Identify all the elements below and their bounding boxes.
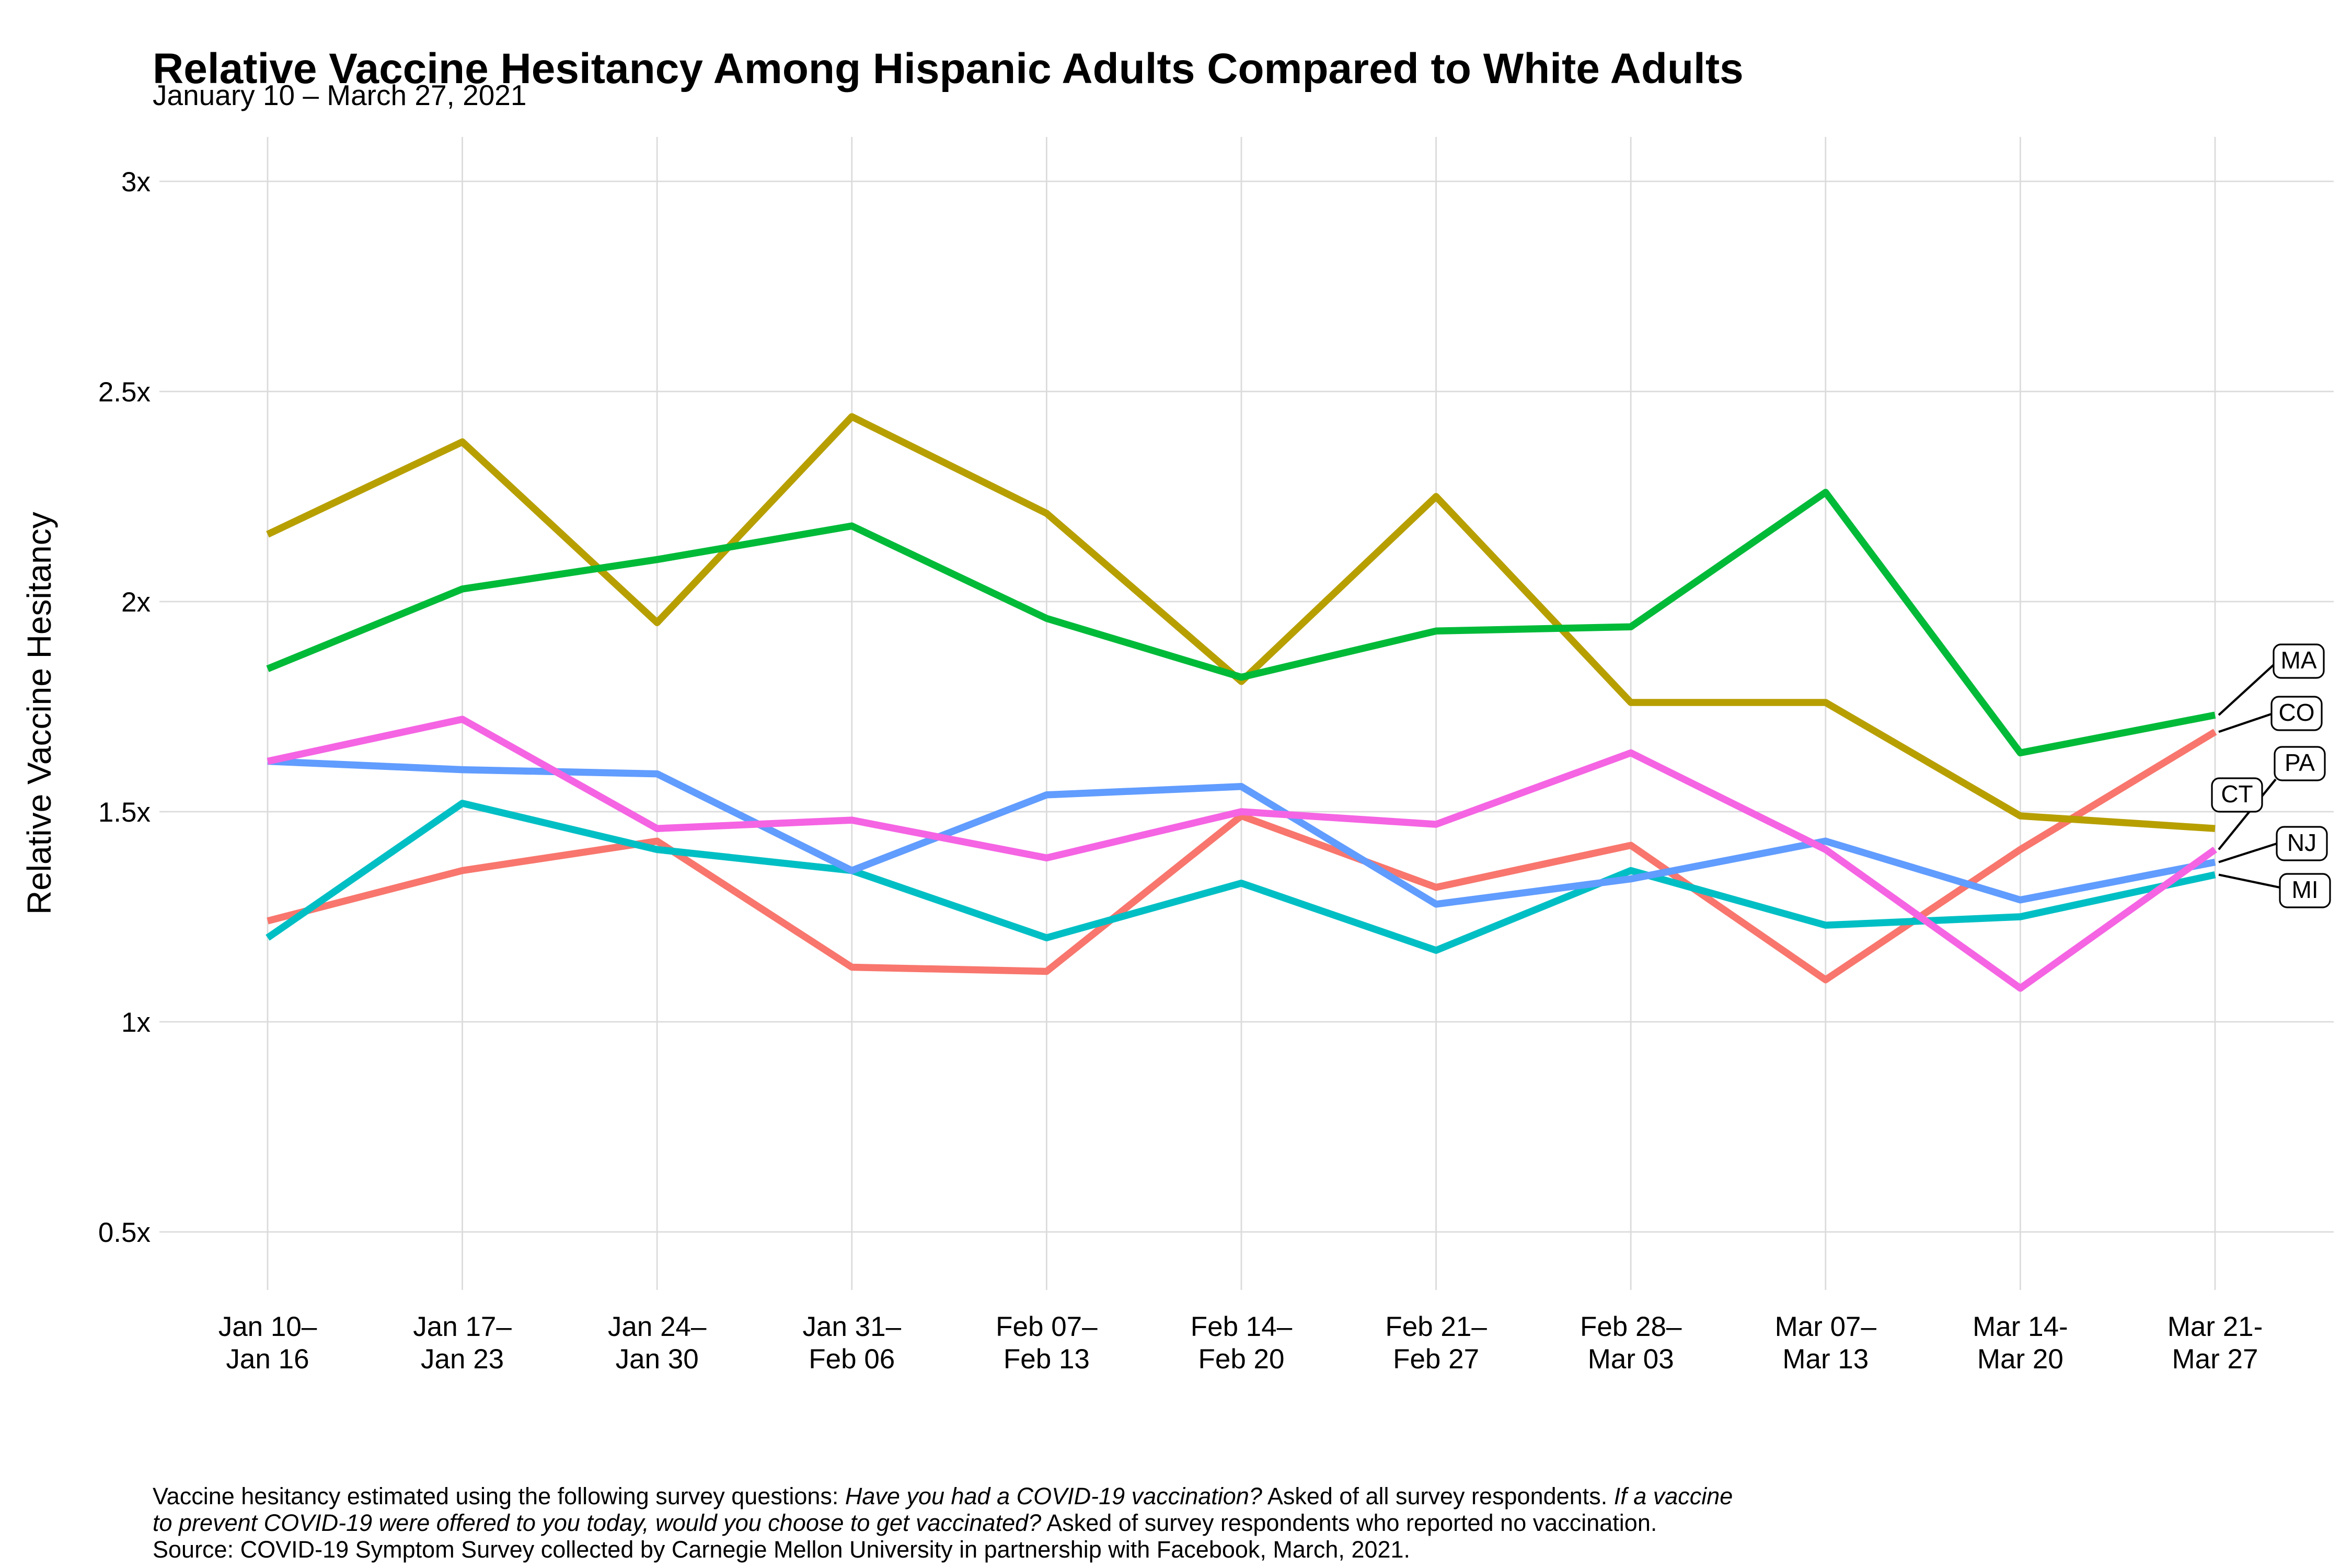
end-label-NJ: NJ	[2276, 826, 2328, 861]
end-label-PA: PA	[2274, 746, 2326, 781]
end-label-box-PA	[2274, 746, 2326, 781]
end-label-box-MI	[2279, 873, 2331, 908]
end-label-CO: CO	[2270, 696, 2323, 731]
end-label-MA: MA	[2273, 643, 2325, 679]
footnote-text-segment: Asked of all survey respondents.	[1262, 1483, 1614, 1509]
footnote-text-segment: Source: COVID-19 Symptom Survey collecte…	[153, 1536, 1411, 1563]
footnote-italic-segment: Have you had a COVID-19 vaccination?	[845, 1483, 1262, 1509]
y-tick-label: 1.5x	[98, 797, 151, 828]
x-tick-label: Mar 07– Mar 13	[1775, 1311, 1877, 1375]
end-label-CT: CT	[2211, 777, 2263, 813]
leader-line-CO	[2218, 713, 2272, 733]
leader-line-PA	[2218, 778, 2277, 850]
y-tick-label: 1x	[121, 1007, 151, 1038]
series-line-CO	[267, 729, 2217, 984]
x-tick-label: Jan 17– Jan 23	[413, 1311, 512, 1375]
y-tick-label: 2.5x	[98, 377, 151, 408]
series-line-NJ	[267, 757, 2216, 908]
x-tick-label: Jan 24– Jan 30	[608, 1311, 707, 1375]
series-line-CT	[266, 413, 2216, 832]
y-tick-label: 3x	[121, 167, 151, 198]
series-line-MA	[266, 489, 2216, 757]
y-tick-label: 2x	[121, 587, 151, 618]
y-tick-label: 0.5x	[98, 1217, 151, 1248]
leader-line-MA	[2218, 664, 2275, 716]
footnote-line-1: Vaccine hesitancy estimated using the fo…	[153, 1483, 1733, 1509]
end-label-text-CO: CO	[2279, 699, 2315, 726]
x-tick-label: Jan 10– Jan 16	[218, 1311, 317, 1375]
footnote-text-segment: Vaccine hesitancy estimated using the fo…	[153, 1483, 845, 1509]
end-label-text-MA: MA	[2281, 647, 2317, 674]
x-tick-label: Mar 21-Mar 27	[2167, 1311, 2263, 1375]
x-tick-label: Jan 31– Feb 06	[802, 1311, 901, 1375]
end-label-text-MI: MI	[2291, 876, 2318, 903]
leader-line-MI	[2218, 873, 2280, 889]
footnote-italic-segment: If a vaccine	[1613, 1483, 1733, 1509]
x-tick-label: Feb 07– Feb 13	[996, 1311, 1098, 1375]
x-tick-label: Feb 14– Feb 20	[1191, 1311, 1293, 1375]
footnote-line-3: Source: COVID-19 Symptom Survey collecte…	[153, 1536, 1733, 1563]
x-tick-label: Feb 28– Mar 03	[1580, 1311, 1682, 1375]
leader-line-NJ	[2218, 842, 2277, 863]
footnote-line-2: to prevent COVID-19 were offered to you …	[153, 1509, 1733, 1536]
end-label-box-NJ	[2276, 826, 2328, 861]
end-label-box-CT	[2211, 777, 2263, 813]
footnote: Vaccine hesitancy estimated using the fo…	[153, 1483, 1733, 1563]
chart-subtitle: January 10 – March 27, 2021	[153, 79, 527, 111]
x-tick-label: Feb 21– Feb 27	[1385, 1311, 1487, 1375]
end-label-MI: MI	[2279, 873, 2331, 908]
footnote-text-segment: Asked of survey respondents who reported…	[1041, 1509, 1657, 1536]
series-line-PA	[267, 716, 2217, 992]
end-label-box-MA	[2273, 643, 2325, 679]
end-label-box-CO	[2270, 696, 2323, 731]
end-label-text-PA: PA	[2285, 749, 2315, 776]
footnote-italic-segment: to prevent COVID-19 were offered to you …	[153, 1509, 1042, 1536]
end-label-text-CT: CT	[2221, 780, 2253, 808]
series-line-MI	[266, 800, 2216, 954]
end-label-text-NJ: NJ	[2287, 829, 2316, 856]
x-tick-label: Mar 14-Mar 20	[1973, 1311, 2068, 1375]
chart-title: Relative Vaccine Hesitancy Among Hispani…	[153, 44, 1744, 93]
